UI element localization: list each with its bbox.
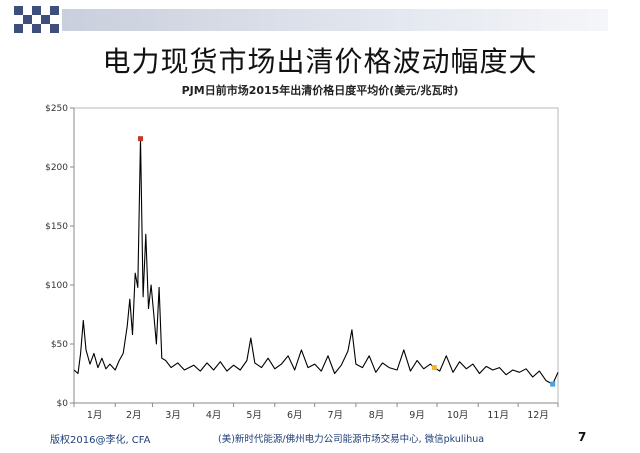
x-tick-label: 12月	[527, 410, 549, 421]
marker-last	[431, 365, 437, 371]
slide-title: 电力现货市场出清价格波动幅度大	[102, 45, 538, 78]
page-number: 7	[578, 430, 587, 444]
x-tick-label: 9月	[409, 410, 425, 421]
x-tick-label: 2月	[126, 410, 142, 421]
y-tick-label: $150	[45, 222, 68, 232]
y-tick-label: $0	[57, 399, 69, 409]
x-tick-label: 7月	[328, 410, 344, 421]
chart-title: PJM日前市场2015年出清价格日度平均价(美元/兆瓦时)	[181, 84, 459, 97]
logo-checker-icon	[14, 6, 59, 33]
footer-copyright: 版权2016@李化, CFA	[50, 435, 151, 446]
x-tick-label: 1月	[87, 410, 103, 421]
header-band	[62, 9, 608, 31]
x-tick-label: 8月	[369, 410, 385, 421]
x-tick-label: 5月	[246, 410, 262, 421]
y-tick-label: $250	[45, 104, 68, 114]
x-tick-label: 4月	[206, 410, 222, 421]
marker-max	[137, 136, 143, 142]
x-tick-label: 10月	[447, 410, 469, 421]
footer-source: (美)新时代能源/佛州电力公司能源市场交易中心, 微信pkulihua	[218, 434, 485, 445]
y-tick-label: $50	[51, 340, 68, 350]
x-tick-label: 3月	[165, 410, 181, 421]
price-series-line	[73, 138, 559, 385]
x-tick-label: 6月	[287, 410, 303, 421]
marker-min	[550, 381, 556, 387]
y-tick-label: $200	[45, 163, 68, 173]
y-tick-label: $100	[45, 281, 68, 291]
x-tick-label: 11月	[487, 410, 509, 421]
